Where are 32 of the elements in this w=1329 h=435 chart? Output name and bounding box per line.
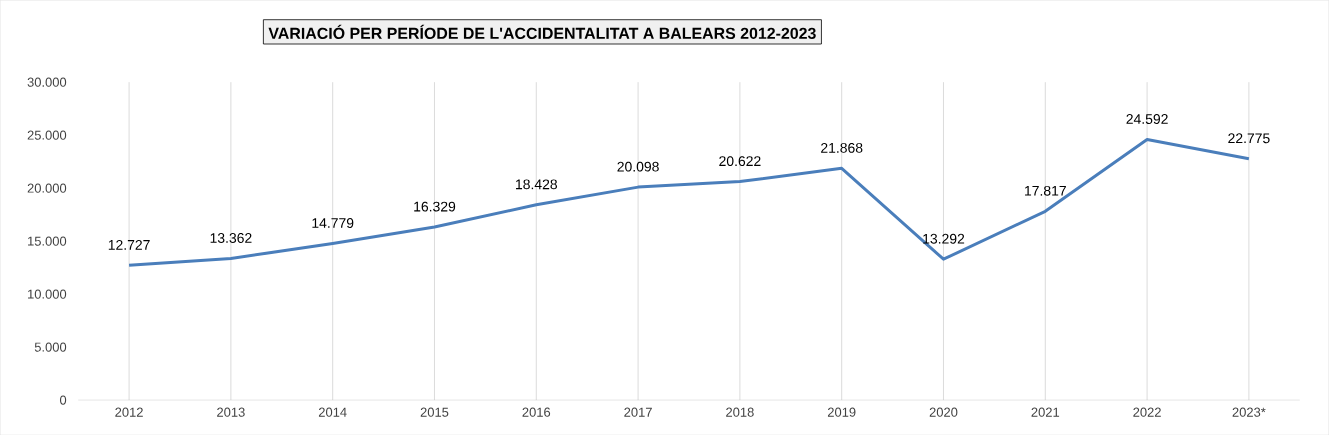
chart-title: VARIACIÓ PER PERÍODE DE L'ACCIDENTALITAT A BALEARS 2012-2023 — [268, 24, 816, 39]
y-tick-label: 15.000 — [28, 236, 67, 246]
x-tick-label: 2013 — [217, 407, 245, 417]
y-tick-label: 30.000 — [27, 77, 67, 87]
data-label: 13.292 — [923, 233, 965, 244]
data-label: 21.868 — [821, 142, 863, 153]
data-label: 20.622 — [719, 156, 761, 166]
x-tick-label: 2014 — [318, 407, 347, 417]
data-label: 14.779 — [312, 217, 354, 228]
x-tick-label: 2023* — [1232, 407, 1266, 417]
data-label: 20.098 — [617, 161, 659, 172]
x-tick-label: 2022 — [1133, 407, 1161, 417]
data-label: 18.428 — [516, 179, 558, 190]
x-tick-label: 2021 — [1031, 407, 1060, 417]
y-tick-label: 5.000 — [34, 342, 67, 352]
data-label: 13.362 — [210, 232, 252, 243]
data-label: 24.592 — [1126, 113, 1168, 124]
x-tick-label: 2015 — [420, 407, 449, 417]
y-tick-label: 20.000 — [27, 183, 67, 193]
x-tick-label: 2016 — [522, 407, 551, 417]
x-tick-label: 2020 — [929, 407, 958, 417]
x-tick-label: 2018 — [726, 407, 754, 417]
x-tick-label: 2017 — [624, 407, 652, 417]
data-label: 17.817 — [1025, 185, 1066, 196]
data-label: 22.775 — [1228, 133, 1270, 144]
x-tick-label: 2019 — [827, 407, 856, 417]
x-tick-label: 2012 — [115, 407, 143, 417]
y-tick-label: 0 — [59, 395, 67, 405]
data-label: 12.727 — [108, 239, 150, 250]
y-tick-label: 25.000 — [27, 130, 67, 140]
data-label: 16.329 — [414, 201, 456, 212]
y-tick-label: 10.000 — [28, 289, 67, 299]
